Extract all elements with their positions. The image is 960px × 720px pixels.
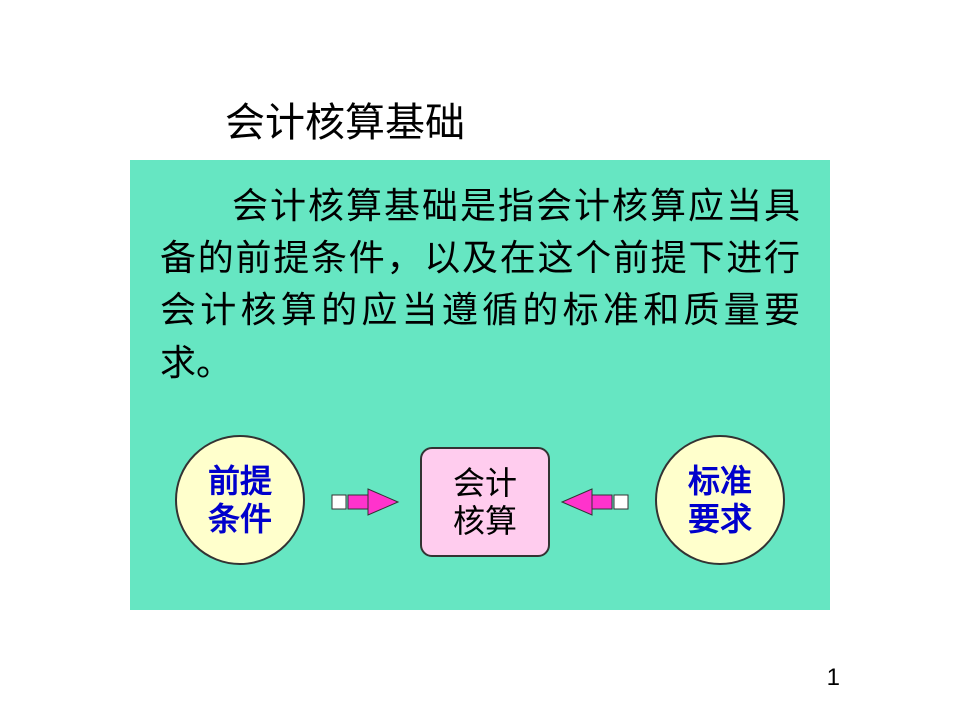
body-text: 会计核算基础是指会计核算应当具备的前提条件，以及在这个前提下进行会计核算的应当遵…: [160, 180, 800, 389]
arrow-left-icon: [560, 487, 630, 517]
diagram-container: 前提 条件 会计 核算 标准 要求: [130, 425, 830, 585]
left-circle-line2: 条件: [208, 500, 272, 538]
content-box: 会计核算基础是指会计核算应当具备的前提条件，以及在这个前提下进行会计核算的应当遵…: [130, 160, 830, 610]
right-circle-line2: 要求: [688, 500, 752, 538]
right-circle: 标准 要求: [655, 435, 785, 565]
right-circle-line1: 标准: [688, 462, 752, 500]
center-box: 会计 核算: [420, 447, 550, 557]
center-box-line1: 会计: [453, 464, 517, 502]
left-circle-line1: 前提: [208, 462, 272, 500]
page-number: 1: [827, 664, 840, 692]
slide-title: 会计核算基础: [225, 90, 465, 148]
left-circle: 前提 条件: [175, 435, 305, 565]
arrow-right-icon: [330, 487, 400, 517]
center-box-line2: 核算: [453, 502, 517, 540]
